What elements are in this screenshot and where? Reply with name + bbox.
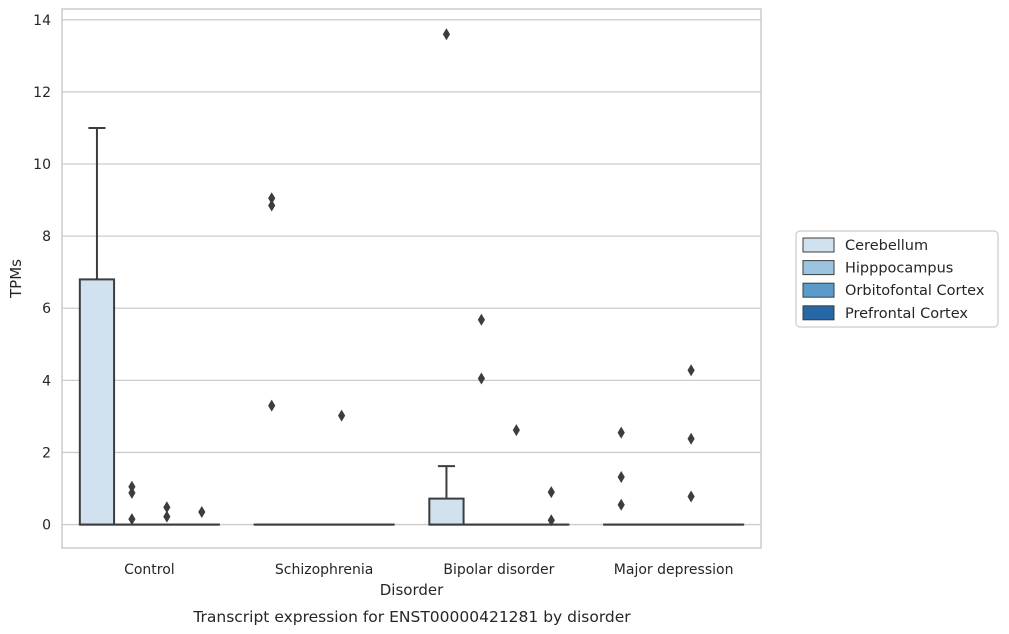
outlier-point (477, 313, 485, 326)
x-tick-label: Schizophrenia (275, 562, 373, 578)
outlier-point (268, 399, 276, 412)
box-orbitofontal-cortex (498, 424, 535, 526)
box-cerebellum (253, 192, 290, 526)
plot-area-frame (61, 8, 762, 549)
outlier-point (547, 486, 555, 499)
box-body (78, 278, 116, 526)
y-tick-label: 14 (33, 13, 51, 29)
y-tick-label: 0 (42, 518, 51, 534)
box-body (428, 497, 465, 526)
legend-label: Prefrontal Cortex (845, 306, 968, 322)
box-orbitofontal-cortex (148, 501, 185, 526)
outlier-point (128, 513, 136, 526)
gridlines (62, 19, 761, 526)
box-orbitofontal-cortex (672, 364, 710, 526)
y-axis-ticks: 0 2 4 6 8 10 12 14 (33, 13, 51, 534)
legend-label: Orbitofontal Cortex (845, 283, 985, 299)
outlier-point (687, 432, 695, 445)
legend-swatch (802, 237, 835, 253)
y-tick-label: 10 (33, 157, 51, 173)
outlier-point (128, 486, 136, 499)
outlier-point (512, 424, 520, 437)
box-hipppocampus (113, 480, 151, 526)
outlier-point (617, 470, 625, 483)
box-cerebellum (428, 28, 465, 526)
outlier-point (128, 480, 136, 493)
box-prefrontal-cortex (183, 505, 220, 526)
outlier-point (163, 510, 171, 523)
legend-label: Cerebellum (845, 238, 928, 254)
chart-caption: Transcript expression for ENST0000042128… (192, 608, 631, 626)
legend: Cerebellum Hipppocampus Orbitofontal Corte… (795, 230, 999, 328)
outlier-point (163, 501, 171, 514)
y-tick-label: 12 (33, 85, 51, 101)
chart-marks (78, 28, 745, 527)
outlier-point (687, 364, 695, 377)
outlier-point (442, 28, 451, 41)
outlier-point (687, 490, 695, 503)
outlier-point (547, 514, 555, 527)
x-axis-ticks: Control Schizophrenia Bipolar disorder Majo… (124, 562, 733, 578)
y-tick-label: 8 (42, 229, 51, 245)
y-tick-label: 6 (42, 301, 51, 317)
x-tick-label: Bipolar disorder (443, 562, 554, 578)
outlier-point (617, 426, 625, 439)
outlier-point (477, 372, 485, 385)
y-tick-label: 4 (42, 373, 51, 389)
box-orbitofontal-cortex (323, 409, 360, 526)
y-axis-title: TPMs (7, 259, 25, 299)
legend-label: Hipppocampus (845, 261, 953, 277)
y-tick-label: 2 (42, 445, 51, 461)
x-axis-title: Disorder (380, 581, 444, 599)
legend-swatch (802, 282, 835, 298)
box-cerebellum (603, 426, 640, 526)
outlier-point (338, 409, 346, 422)
box-prefrontal-cortex (533, 486, 570, 527)
legend-swatch (802, 305, 835, 321)
x-tick-label: Major depression (614, 562, 734, 578)
outlier-point (617, 498, 625, 511)
outlier-point (268, 199, 276, 212)
outlier-point (198, 505, 206, 518)
box-cerebellum (78, 126, 116, 526)
legend-swatch (802, 260, 835, 276)
legend-frame (795, 230, 999, 328)
x-tick-label: Control (124, 562, 175, 578)
outlier-point (268, 192, 276, 205)
box-hipppocampus (463, 313, 500, 526)
